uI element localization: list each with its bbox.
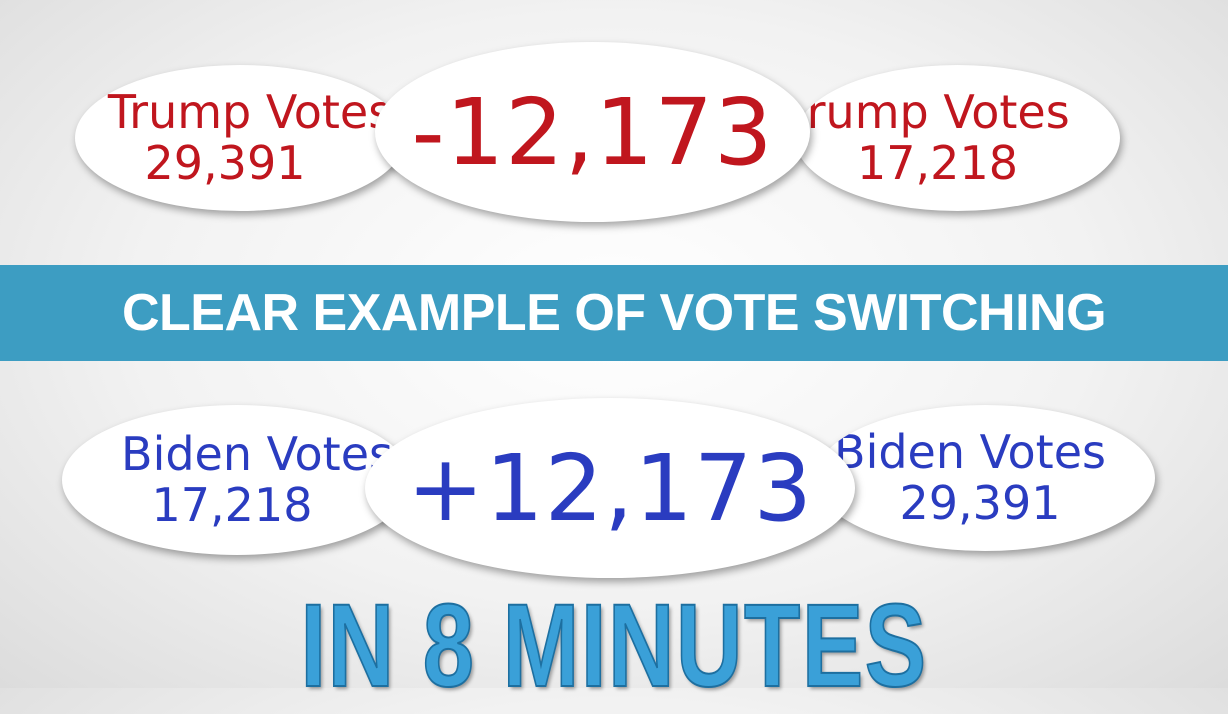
headline-text: CLEAR EXAMPLE OF VOTE SWITCHING <box>121 284 1107 342</box>
biden-before-bubble: Biden Votes 17,218 <box>62 405 412 555</box>
biden-change-value: +12,173 <box>407 434 813 542</box>
trump-before-bubble: Trump Votes 29,391 <box>75 65 405 211</box>
trump-before-value: 29,391 <box>144 136 306 190</box>
biden-after-bubble: Biden Votes 29,391 <box>815 405 1155 551</box>
trump-before-label: Trump Votes <box>107 85 393 139</box>
trump-change-bubble: -12,173 <box>375 42 810 222</box>
trump-after-label: Trump Votes <box>795 85 1070 139</box>
biden-before-label: Biden Votes <box>121 427 393 481</box>
biden-before-value: 17,218 <box>151 478 313 532</box>
trump-after-value: 17,218 <box>857 136 1018 190</box>
headline-banner: CLEAR EXAMPLE OF VOTE SWITCHING <box>0 265 1228 361</box>
biden-after-value: 29,391 <box>899 476 1061 530</box>
biden-change-bubble: +12,173 <box>365 398 855 578</box>
footer-text: IN 8 MINUTES <box>300 579 928 713</box>
biden-after-label: Biden Votes <box>834 425 1106 479</box>
footer-caption: IN 8 MINUTES <box>0 578 1228 714</box>
trump-after-bubble: Trump Votes 17,218 <box>795 65 1120 211</box>
trump-change-value: -12,173 <box>411 78 774 186</box>
